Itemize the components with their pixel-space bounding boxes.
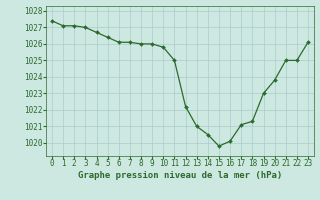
X-axis label: Graphe pression niveau de la mer (hPa): Graphe pression niveau de la mer (hPa) <box>78 171 282 180</box>
